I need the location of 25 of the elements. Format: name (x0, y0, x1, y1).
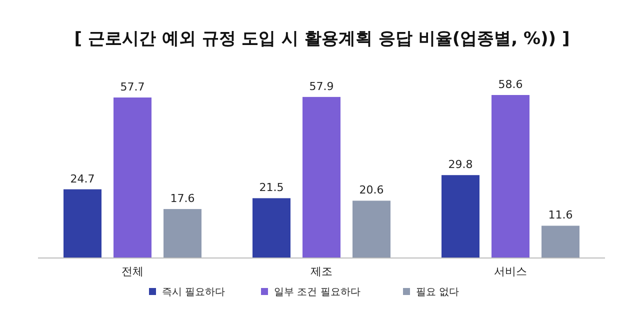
data-label: 21.5 (259, 181, 284, 194)
bar (442, 175, 480, 258)
bar (492, 95, 530, 258)
data-label: 58.6 (498, 78, 523, 91)
x-tick-label: 제조 (310, 265, 332, 278)
bar (64, 189, 102, 258)
data-label: 24.7 (70, 172, 95, 186)
x-tick-label: 전체 (122, 265, 144, 278)
legend-label: 필요 없다 (416, 287, 460, 298)
bar (252, 198, 290, 258)
data-label: 57.9 (309, 80, 334, 93)
data-label: 11.6 (548, 208, 573, 222)
legend-label: 즉시 필요하다 (162, 287, 226, 298)
data-label: 29.8 (448, 158, 473, 172)
x-tick-label: 서비스 (494, 265, 527, 278)
data-label: 57.7 (120, 80, 145, 94)
chart-title: [ 근로시간 예외 규정 도입 시 활용계획 응답 비율(업종별, %)) ] (74, 29, 570, 49)
bar (114, 98, 152, 258)
bar (302, 96, 340, 258)
data-label: 17.6 (170, 192, 195, 206)
bar (352, 200, 390, 258)
data-label: 20.6 (359, 184, 384, 197)
bar (164, 209, 202, 258)
bar (542, 226, 580, 258)
legend-label: 일부 조건 필요하다 (274, 287, 360, 298)
